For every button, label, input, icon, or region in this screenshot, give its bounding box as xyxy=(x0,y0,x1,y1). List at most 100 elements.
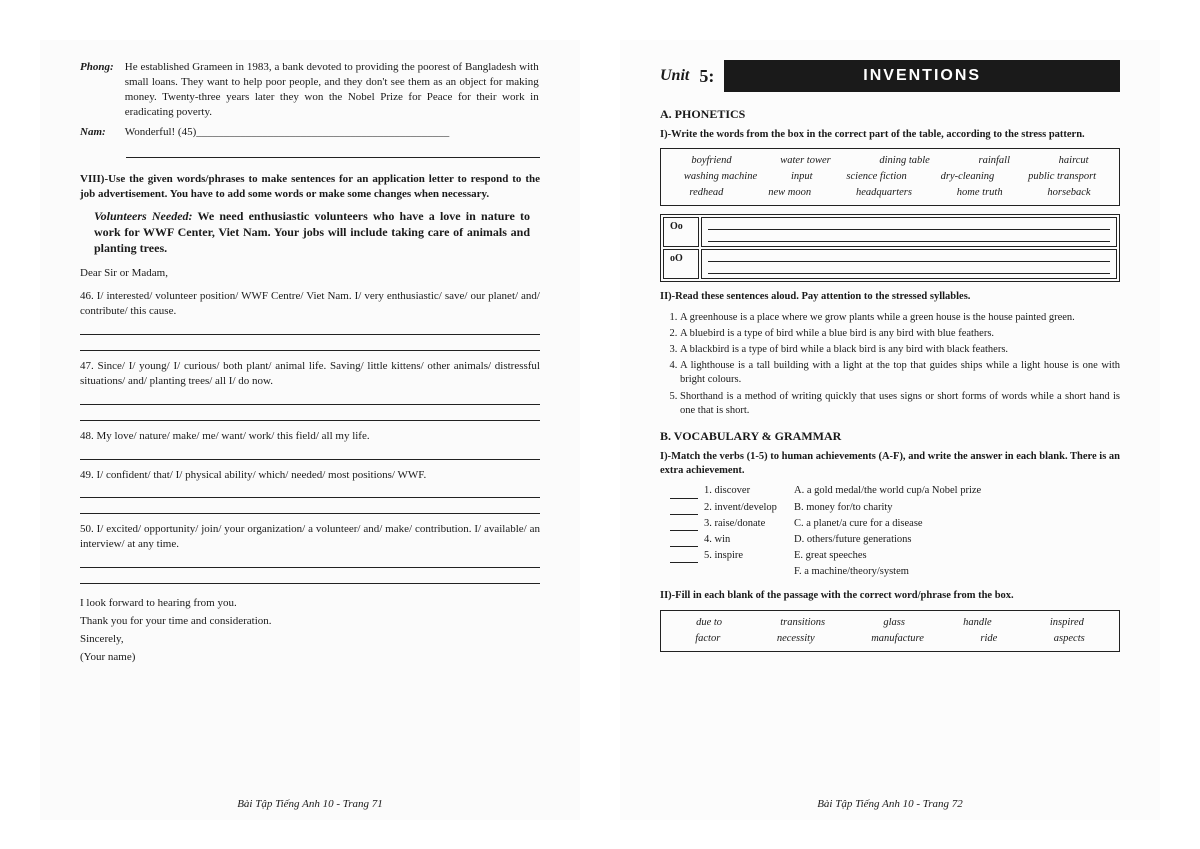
match-verb: 4. win xyxy=(704,533,794,547)
answer-line xyxy=(80,502,540,514)
match-row: F. a machine/theory/system xyxy=(670,565,1120,579)
match-row: 2. invent/developB. money for/to charity xyxy=(670,501,1120,515)
word: horseback xyxy=(1047,186,1090,200)
word: water tower xyxy=(780,154,830,168)
match-verb: 2. invent/develop xyxy=(704,501,794,515)
section-a-heading: A. PHONETICS xyxy=(660,106,1120,122)
section-viii-instr: VIII)-Use the given words/phrases to mak… xyxy=(80,172,540,202)
sentence-5: Shorthand is a method of writing quickly… xyxy=(680,390,1120,418)
answer-line xyxy=(80,448,540,460)
dialog-nam: Nam: Wonderful! (45)____________________… xyxy=(80,125,540,140)
match-blank xyxy=(670,484,698,498)
answer-line xyxy=(80,556,540,568)
stress-label-oO: oO xyxy=(663,249,699,279)
word-row: redhead new moon headquarters home truth… xyxy=(667,185,1113,201)
unit-word: Unit xyxy=(660,65,689,87)
dialog-phong-text: He established Grameen in 1983, a bank d… xyxy=(125,60,539,119)
volunteer-heading: Volunteers Needed: xyxy=(94,209,193,223)
word: public transport xyxy=(1028,170,1096,184)
a2-instruction: II)-Read these sentences aloud. Pay atte… xyxy=(660,290,1120,304)
page-72: Unit 5: INVENTIONS A. PHONETICS I)-Write… xyxy=(620,40,1160,820)
word: inspired xyxy=(1050,616,1084,630)
answer-line xyxy=(80,393,540,405)
match-verb: 1. discover xyxy=(704,484,794,498)
stress-cell xyxy=(701,249,1117,279)
page-footer-72: Bài Tập Tiếng Anh 10 - Trang 72 xyxy=(620,797,1160,812)
word: home truth xyxy=(957,186,1003,200)
match-row: 5. inspireE. great speeches xyxy=(670,549,1120,563)
word: aspects xyxy=(1054,632,1085,646)
a1-instruction: I)-Write the words from the box in the c… xyxy=(660,128,1120,142)
answer-line xyxy=(80,486,540,498)
word: headquarters xyxy=(856,186,912,200)
q46: 46. I/ interested/ volunteer position/ W… xyxy=(80,289,540,319)
word: rainfall xyxy=(978,154,1010,168)
match-option: C. a planet/a cure for a disease xyxy=(794,517,1120,531)
match-verb: 5. inspire xyxy=(704,549,794,563)
match-blank xyxy=(670,533,698,547)
q47: 47. Since/ I/ young/ I/ curious/ both pl… xyxy=(80,359,540,389)
closing-3: Sincerely, xyxy=(80,632,540,647)
word-row: boyfriend water tower dining table rainf… xyxy=(667,153,1113,169)
answer-line xyxy=(80,572,540,584)
table-row: oO xyxy=(663,249,1117,279)
match-blank-empty xyxy=(670,565,704,579)
match-option: F. a machine/theory/system xyxy=(794,565,1120,579)
word-row: due to transitions glass handle inspired xyxy=(667,615,1113,631)
speaker-phong: Phong: xyxy=(80,60,122,75)
match-verb: 3. raise/donate xyxy=(704,517,794,531)
q48: 48. My love/ nature/ make/ me/ want/ wor… xyxy=(80,429,540,444)
word: necessity xyxy=(777,632,815,646)
word: science fiction xyxy=(846,170,906,184)
table-row: Oo xyxy=(663,217,1117,247)
word: glass xyxy=(883,616,905,630)
word: transitions xyxy=(780,616,825,630)
word-row: factor necessity manufacture ride aspect… xyxy=(667,631,1113,647)
word: handle xyxy=(963,616,992,630)
sentence-2: A bluebird is a type of bird while a blu… xyxy=(680,327,1120,341)
closing-1: I look forward to hearing from you. xyxy=(80,596,540,611)
b2-instruction: II)-Fill in each blank of the passage wi… xyxy=(660,589,1120,603)
dialog-phong: Phong: He established Grameen in 1983, a… xyxy=(80,60,540,119)
word: ride xyxy=(980,632,997,646)
stress-pattern-table: Oo oO xyxy=(660,214,1120,282)
sentence-1: A greenhouse is a place where we grow pl… xyxy=(680,311,1120,325)
page-71: Phong: He established Grameen in 1983, a… xyxy=(40,40,580,820)
match-option: E. great speeches xyxy=(794,549,1120,563)
match-blank xyxy=(670,549,698,563)
word: haircut xyxy=(1059,154,1089,168)
volunteer-ad: Volunteers Needed: We need enthusiastic … xyxy=(94,208,540,257)
unit-title-banner: INVENTIONS xyxy=(724,60,1120,92)
word: dining table xyxy=(879,154,929,168)
match-option: D. others/future generations xyxy=(794,533,1120,547)
match-row: 4. winD. others/future generations xyxy=(670,533,1120,547)
match-blank xyxy=(670,501,698,515)
match-option: A. a gold medal/the world cup/a Nobel pr… xyxy=(794,484,1120,498)
match-verb xyxy=(704,565,794,579)
match-list: 1. discoverA. a gold medal/the world cup… xyxy=(660,484,1120,579)
word: redhead xyxy=(689,186,723,200)
closing-4: (Your name) xyxy=(80,650,540,665)
stress-label-oo: Oo xyxy=(663,217,699,247)
q50: 50. I/ excited/ opportunity/ join/ your … xyxy=(80,522,540,552)
letter-closing: I look forward to hearing from you. Than… xyxy=(80,596,540,664)
word-box-2: due to transitions glass handle inspired… xyxy=(660,610,1120,652)
salutation: Dear Sir or Madam, xyxy=(80,266,540,281)
match-row: 3. raise/donateC. a planet/a cure for a … xyxy=(670,517,1120,531)
stress-cell xyxy=(701,217,1117,247)
sentence-3: A blackbird is a type of bird while a bl… xyxy=(680,343,1120,357)
speaker-nam: Nam: xyxy=(80,125,122,140)
sentence-4: A lighthouse is a tall building with a l… xyxy=(680,359,1120,387)
word: washing machine xyxy=(684,170,757,184)
q49: 49. I/ confident/ that/ I/ physical abil… xyxy=(80,468,540,483)
word-box-1: boyfriend water tower dining table rainf… xyxy=(660,148,1120,207)
word: factor xyxy=(695,632,720,646)
word: boyfriend xyxy=(691,154,731,168)
closing-2: Thank you for your time and consideratio… xyxy=(80,614,540,629)
word: due to xyxy=(696,616,722,630)
match-option: B. money for/to charity xyxy=(794,501,1120,515)
b1-instruction: I)-Match the verbs (1-5) to human achiev… xyxy=(660,450,1120,478)
section-b-heading: B. VOCABULARY & GRAMMAR xyxy=(660,428,1120,444)
word: input xyxy=(791,170,813,184)
match-blank xyxy=(670,517,698,531)
